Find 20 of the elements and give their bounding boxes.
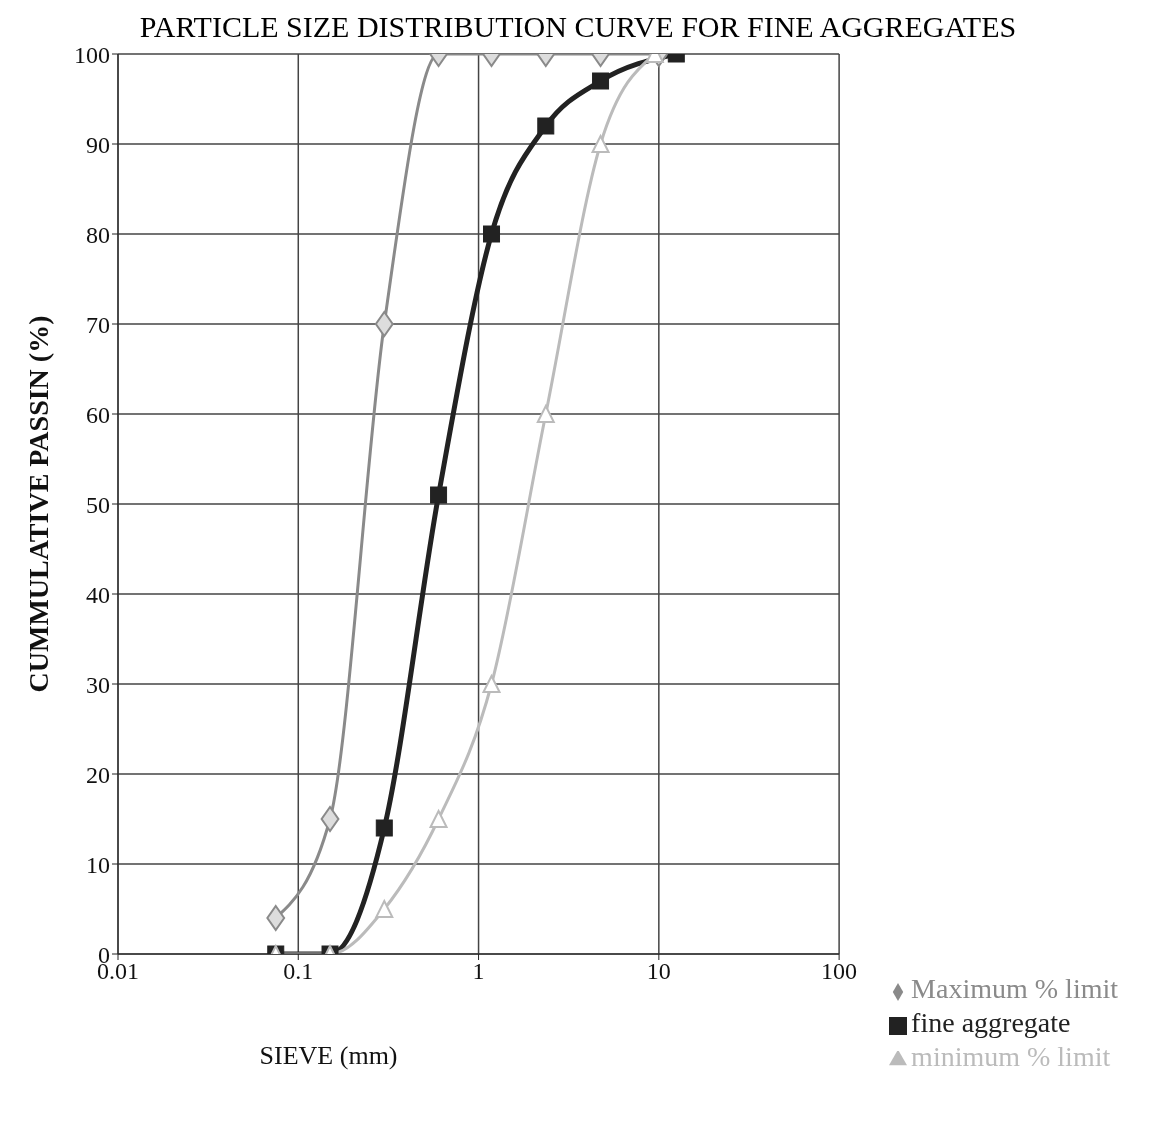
legend-label: Maximum % limit — [911, 973, 1118, 1004]
x-tick-label: 10 — [646, 958, 671, 985]
y-tick-label: 100 — [74, 41, 110, 68]
legend-label: fine aggregate — [911, 1007, 1071, 1038]
x-tick-label: 100 — [821, 958, 858, 985]
y-tick-label: 90 — [86, 131, 110, 158]
y-tick-label: 80 — [86, 221, 110, 248]
chart-title: PARTICLE SIZE DISTRIBUTION CURVE FOR FINE AGGREGATES — [138, 10, 1018, 44]
y-tick-label: 50 — [86, 491, 110, 518]
y-tick-label: 40 — [86, 581, 110, 608]
y-tick-label: 10 — [86, 851, 110, 878]
y-tick-label: 20 — [86, 761, 110, 788]
x-axis-title: SIEVE (mm) — [259, 1041, 398, 1070]
legend-label: minimum % limit — [911, 1041, 1111, 1072]
y-tick-label: 60 — [86, 401, 110, 428]
y-axis-title: CUMMULATIVE PASSIN (%) — [22, 315, 54, 693]
y-tick-label: 30 — [86, 671, 110, 698]
y-tick-label: 70 — [86, 311, 110, 338]
x-tick-label: 1 — [472, 958, 485, 985]
x-tick-label: 0.1 — [283, 958, 314, 985]
